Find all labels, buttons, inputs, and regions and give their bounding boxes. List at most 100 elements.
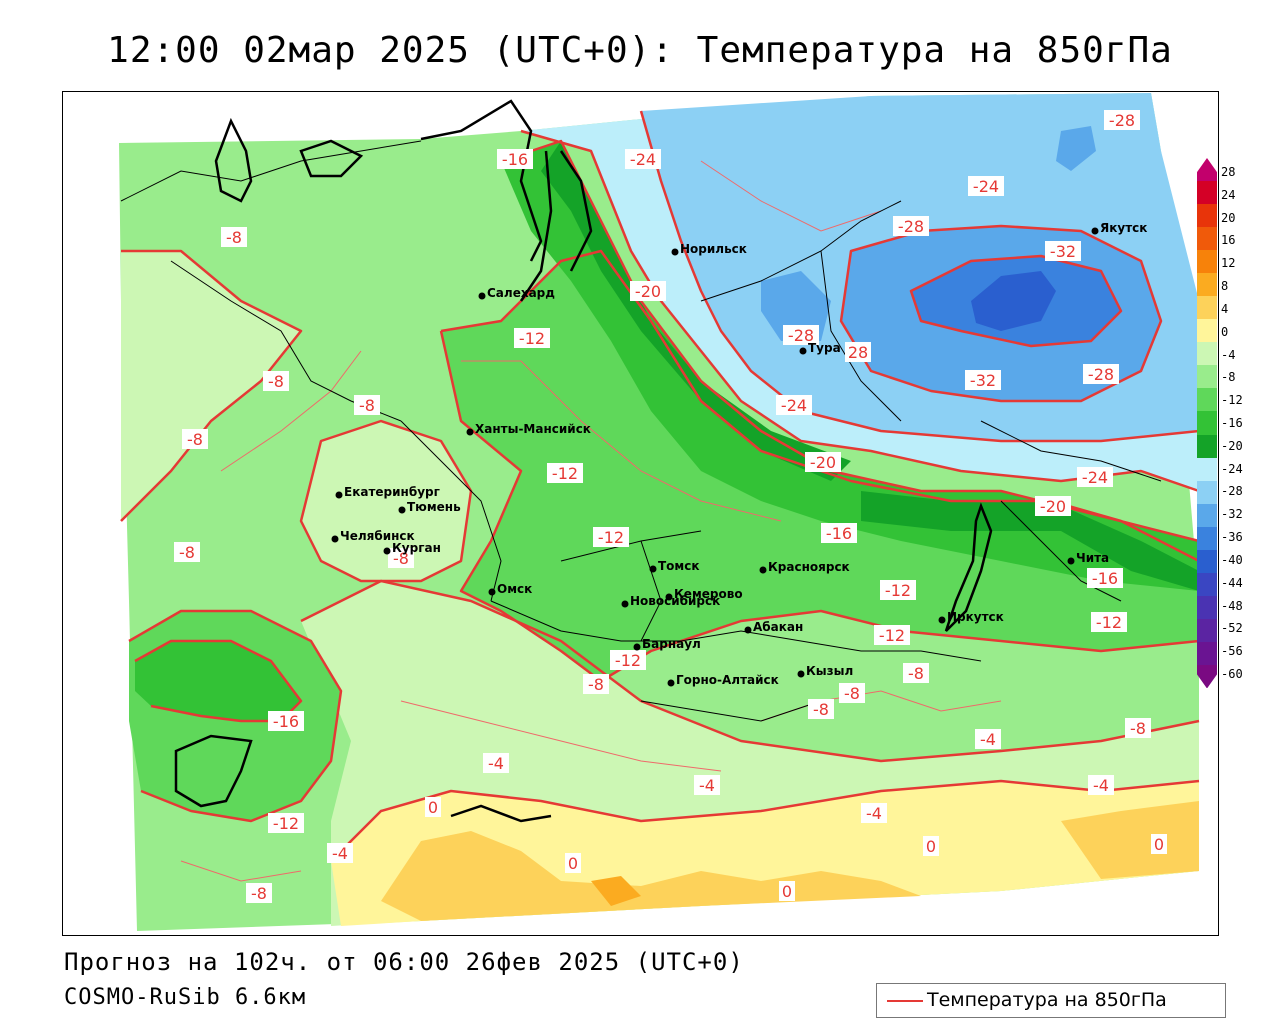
scale-tick-label: -44 xyxy=(1221,575,1243,590)
svg-text:-32: -32 xyxy=(1050,242,1076,261)
svg-text:-12: -12 xyxy=(552,464,578,483)
svg-text:-4: -4 xyxy=(866,804,882,823)
zone-deep-orange xyxy=(591,876,641,906)
city-dot xyxy=(621,600,629,608)
isotherm-label: -12 xyxy=(880,580,916,600)
isotherm-label: -16 xyxy=(497,149,533,169)
city-dot xyxy=(633,643,641,651)
zone-green-20-west xyxy=(135,641,301,721)
svg-text:-8: -8 xyxy=(251,884,267,903)
city-dot xyxy=(797,670,805,678)
forecast-info: Прогноз на 102ч. от 06:00 26фев 2025 (UT… xyxy=(64,948,744,976)
scale-tick-label: 4 xyxy=(1221,301,1229,316)
isotherm-lines-thin xyxy=(180,160,1002,882)
isotherm-label: -16 xyxy=(1087,568,1123,588)
scale-tick-label: 24 xyxy=(1221,187,1236,202)
isotherm-label: -4 xyxy=(694,775,720,795)
scale-swatch xyxy=(1197,411,1217,435)
isotherm-label: -20 xyxy=(1035,496,1071,516)
zone-orange-east xyxy=(1061,801,1199,879)
city-label: Ханты-Мансийск xyxy=(475,422,591,436)
scale-swatch xyxy=(1197,181,1217,205)
svg-text:-20: -20 xyxy=(635,282,661,301)
isotherm-label: 28 xyxy=(845,342,871,362)
scale-tick-label: -40 xyxy=(1221,552,1243,567)
svg-text:-12: -12 xyxy=(885,581,911,600)
scale-tick-label: -48 xyxy=(1221,598,1243,613)
isotherm-label: 0 xyxy=(779,881,795,901)
scale-swatch xyxy=(1197,342,1217,366)
scale-swatch xyxy=(1197,618,1217,643)
isotherm-label: -24 xyxy=(1077,467,1113,487)
isotherm-label: -8 xyxy=(808,699,834,719)
city-label: Новосибирск xyxy=(630,594,720,608)
scale-tick-label: 16 xyxy=(1221,233,1236,248)
city-marker: Абакан xyxy=(744,620,803,634)
svg-text:-8: -8 xyxy=(908,664,924,683)
svg-text:-28: -28 xyxy=(898,217,924,236)
zone-pale-green-west xyxy=(121,251,301,521)
svg-text:-8: -8 xyxy=(844,684,860,703)
isotherm-label: 0 xyxy=(425,797,441,817)
svg-text:-4: -4 xyxy=(980,730,996,749)
isotherm-label: -28 xyxy=(1104,110,1140,130)
scale-tick-label: -56 xyxy=(1221,644,1243,659)
scale-tick-label: -4 xyxy=(1221,347,1236,362)
scale-tick-label: -60 xyxy=(1221,667,1243,681)
isotherm-label: -24 xyxy=(968,176,1004,196)
city-marker: Чита xyxy=(1067,551,1109,565)
city-dot xyxy=(383,547,391,555)
scale-swatch xyxy=(1197,457,1217,482)
city-marker: Екатеринбург xyxy=(335,485,440,499)
city-label: Курган xyxy=(392,541,441,555)
isotherm-label: -8 xyxy=(903,663,929,683)
temperature-map[interactable]: -16 -24 -28 -24 -28 -32 -8 -20 -12 -28 28 -32 -28 -8-… xyxy=(62,91,1219,936)
svg-text:-32: -32 xyxy=(970,371,996,390)
isotherm-label: -12 xyxy=(1091,612,1127,632)
scale-tick-label: -24 xyxy=(1221,461,1243,476)
svg-text:-16: -16 xyxy=(273,712,299,731)
isotherm-label: -24 xyxy=(776,395,812,415)
city-label: Омск xyxy=(497,582,532,596)
scale-swatch xyxy=(1197,296,1217,320)
svg-text:-12: -12 xyxy=(519,329,545,348)
city-label: Иркутск xyxy=(947,610,1004,624)
city-label: Кызыл xyxy=(806,664,853,678)
isotherm-label: -8 xyxy=(174,542,200,562)
isotherm-label: -8 xyxy=(182,429,208,449)
scale-swatch xyxy=(1197,480,1217,505)
city-dot xyxy=(665,593,673,601)
svg-text:28: 28 xyxy=(848,343,868,362)
city-label: Челябинск xyxy=(340,529,415,543)
svg-text:0: 0 xyxy=(428,798,438,817)
svg-text:-8: -8 xyxy=(813,700,829,719)
svg-text:-4: -4 xyxy=(488,754,504,773)
isotherm-label: 0 xyxy=(565,853,581,873)
isotherm-label: -28 xyxy=(893,216,929,236)
isotherm-label: -4 xyxy=(975,729,1001,749)
scale-tick-label: -28 xyxy=(1221,484,1243,499)
isotherm-label: -8 xyxy=(221,227,247,247)
city-label: Норильск xyxy=(680,242,747,256)
city-dot xyxy=(799,347,807,355)
city-marker: Омск xyxy=(488,582,532,596)
scale-swatch xyxy=(1197,319,1217,343)
zone-blue-ne-pocket xyxy=(1056,126,1096,171)
city-label: Абакан xyxy=(753,620,803,634)
city-dot xyxy=(331,535,339,543)
isotherm-label: -8 xyxy=(583,674,609,694)
city-marker: Горно-Алтайск xyxy=(667,673,779,687)
model-name: COSMO-RuSib 6.6км xyxy=(64,985,307,1010)
isotherm-label: -4 xyxy=(327,843,353,863)
scale-swatch xyxy=(1197,365,1217,389)
city-dot xyxy=(398,506,406,514)
scale-swatch xyxy=(1197,434,1217,459)
scale-tick-label: 20 xyxy=(1221,210,1236,225)
city-marker: Новосибирск xyxy=(621,594,720,608)
scale-swatch xyxy=(1197,641,1217,666)
city-marker: Тюмень xyxy=(398,500,461,514)
city-marker: Салехард xyxy=(478,286,555,300)
city-markers: Норильск Якутск Салехард Тура Ханты-Мансийск… xyxy=(331,221,1147,687)
scale-swatch xyxy=(1197,204,1217,228)
